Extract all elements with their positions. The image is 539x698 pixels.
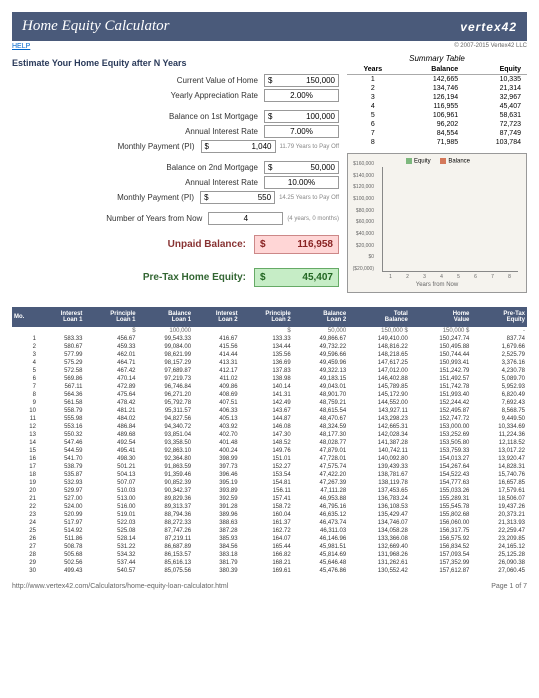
- m2-balance-input[interactable]: $50,000: [264, 161, 339, 174]
- m2-note: 14.25 Years to Pay Off: [279, 195, 339, 201]
- m1-balance-label: Balance on 1st Mortgage: [12, 112, 264, 121]
- years-label: Number of Years from Now: [12, 214, 208, 223]
- footer-page: Page 1 of 7: [491, 583, 527, 590]
- estimate-title: Estimate Your Home Equity after N Years: [12, 58, 339, 68]
- copyright: © 2007-2015 Vertex42 LLC: [454, 43, 527, 50]
- equity-chart: Equity Balance $160,000$140,000$120,000$…: [347, 153, 527, 293]
- appreciation-input[interactable]: 2.00%: [264, 89, 339, 102]
- current-value-input[interactable]: $150,000: [264, 74, 339, 87]
- footer-url: http://www.vertex42.com/Calculators/home…: [12, 583, 228, 590]
- logo: vertex42: [460, 20, 517, 34]
- appreciation-label: Yearly Appreciation Rate: [12, 91, 264, 100]
- m1-pmt-label: Monthly Payment (PI): [12, 142, 201, 151]
- m2-rate-input[interactable]: 10.00%: [264, 176, 339, 189]
- m1-rate-label: Annual Interest Rate: [12, 127, 264, 136]
- m2-balance-label: Balance on 2nd Mortgage: [12, 163, 264, 172]
- unpaid-label: Unpaid Balance:: [12, 239, 254, 250]
- current-value-label: Current Value of Home: [12, 76, 264, 85]
- unpaid-result: $116,958: [254, 235, 339, 254]
- m1-rate-input[interactable]: 7.00%: [264, 125, 339, 138]
- m1-note: 11.79 Years to Pay Off: [280, 144, 340, 150]
- m1-balance-input[interactable]: $100,000: [264, 110, 339, 123]
- amortization-table: Mo.InterestLoan 1PrincipleLoan 1BalanceL…: [12, 307, 527, 575]
- years-note: (4 years, 0 months): [287, 216, 339, 222]
- equity-result: $45,407: [254, 268, 339, 287]
- m2-pmt-label: Monthly Payment (PI): [12, 193, 200, 202]
- equity-label: Pre-Tax Home Equity:: [12, 272, 254, 283]
- m2-rate-label: Annual Interest Rate: [12, 178, 264, 187]
- help-link[interactable]: HELP: [12, 43, 30, 50]
- header-bar: Home Equity Calculator vertex42: [12, 12, 527, 41]
- page-title: Home Equity Calculator: [22, 18, 169, 35]
- summary-table: YearsBalanceEquity 1142,66510,3352134,74…: [347, 65, 527, 147]
- summary-title: Summary Table: [347, 54, 527, 63]
- m1-pmt-input[interactable]: $1,040: [201, 140, 276, 153]
- m2-pmt-input[interactable]: $550: [200, 191, 275, 204]
- years-input[interactable]: 4: [208, 212, 283, 225]
